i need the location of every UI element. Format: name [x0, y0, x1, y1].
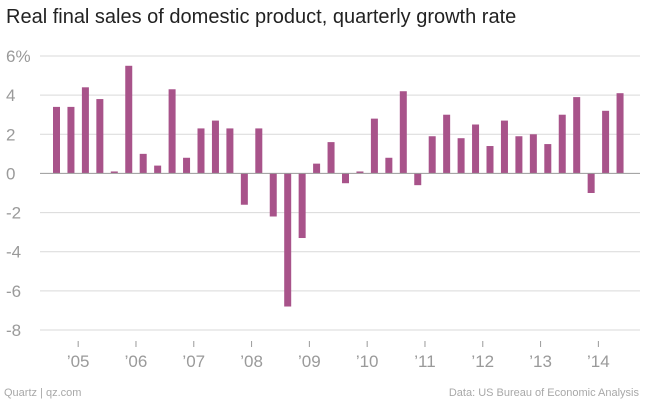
- bar-2014Q1: [573, 97, 581, 174]
- chart-title: Real final sales of domestic product, qu…: [6, 6, 517, 28]
- bar-2009Q4: [327, 142, 335, 174]
- bar-2008Q1: [226, 128, 234, 174]
- y-tick-label: -8: [6, 321, 21, 340]
- bar-2009Q3: [313, 163, 321, 174]
- bar-2012Q4: [500, 120, 508, 174]
- bar-2010Q3: [370, 118, 378, 174]
- y-tick-label: 6%: [6, 47, 31, 66]
- x-tick-label: ’12: [471, 352, 494, 371]
- bar-undefined: [616, 93, 624, 174]
- x-tick-label: ’07: [182, 352, 205, 371]
- y-axis-labels: 6% 4 2 0 -2 -4 -6 -8: [6, 47, 31, 340]
- bar-2006Q1: [110, 171, 118, 174]
- x-axis-labels: ’05 ’06 ’07 ’08 ’09 ’10 ’11 ’12 ’13 ’14: [67, 341, 610, 371]
- footer-data-credit: Data: US Bureau of Economic Analysis: [448, 387, 639, 399]
- bar-2009Q2: [298, 173, 306, 239]
- x-tick-label: ’13: [529, 352, 552, 371]
- bar-2011Q3: [428, 136, 436, 174]
- bar-2012Q3: [486, 146, 494, 174]
- bar-2007Q3: [197, 128, 205, 174]
- y-tick-label: 4: [6, 86, 15, 105]
- x-tick-label: ’05: [67, 352, 90, 371]
- bar-2005Q1: [53, 106, 60, 174]
- bar-2010Q1: [342, 173, 349, 184]
- x-tick-label: ’14: [587, 352, 610, 371]
- bar-2012Q2: [472, 124, 480, 174]
- bar-2012Q1: [457, 138, 465, 174]
- bar-2010Q2: [356, 171, 364, 174]
- y-tick-label: -6: [6, 282, 21, 301]
- x-tick-label: ’11: [414, 352, 435, 371]
- bar-2008Q4: [269, 173, 277, 217]
- bars: [53, 65, 624, 307]
- y-tick-label: -2: [6, 204, 21, 223]
- bar-2013Q4: [558, 114, 566, 174]
- y-tick-label: -4: [6, 243, 21, 262]
- y-tick-label: 0: [6, 164, 15, 183]
- bar-2013Q3: [544, 144, 552, 174]
- bar-2010Q4: [385, 157, 393, 174]
- x-tick-label: ’06: [125, 352, 148, 371]
- bar-2005Q2: [67, 106, 75, 174]
- bar-2007Q2: [183, 157, 191, 174]
- bar-2011Q1: [399, 91, 407, 174]
- bar-2014Q2: [587, 173, 595, 193]
- footer-source: Quartz | qz.com: [4, 387, 82, 399]
- bar-2013Q1: [515, 136, 523, 174]
- bar-2006Q3: [139, 153, 147, 174]
- bar-2008Q2: [240, 173, 248, 205]
- bar-2007Q1: [168, 89, 176, 174]
- x-tick-label: ’09: [298, 352, 321, 371]
- bar-2011Q4: [443, 114, 451, 174]
- x-tick-label: ’10: [356, 352, 379, 371]
- bar-2005Q4: [96, 99, 104, 174]
- bar-2014Q3: [602, 110, 610, 174]
- bar-2013Q2: [529, 134, 537, 174]
- bar-2009Q1: [284, 173, 292, 307]
- bar-2008Q3: [255, 128, 263, 174]
- gridlines: [40, 55, 640, 331]
- y-tick-label: 2: [6, 125, 15, 144]
- x-tick-label: ’08: [240, 352, 263, 371]
- bar-2007Q4: [211, 120, 219, 174]
- bar-2006Q2: [125, 65, 133, 174]
- bar-2005Q3: [81, 87, 89, 174]
- bar-2006Q4: [154, 165, 162, 174]
- bar-2011Q2: [414, 173, 422, 186]
